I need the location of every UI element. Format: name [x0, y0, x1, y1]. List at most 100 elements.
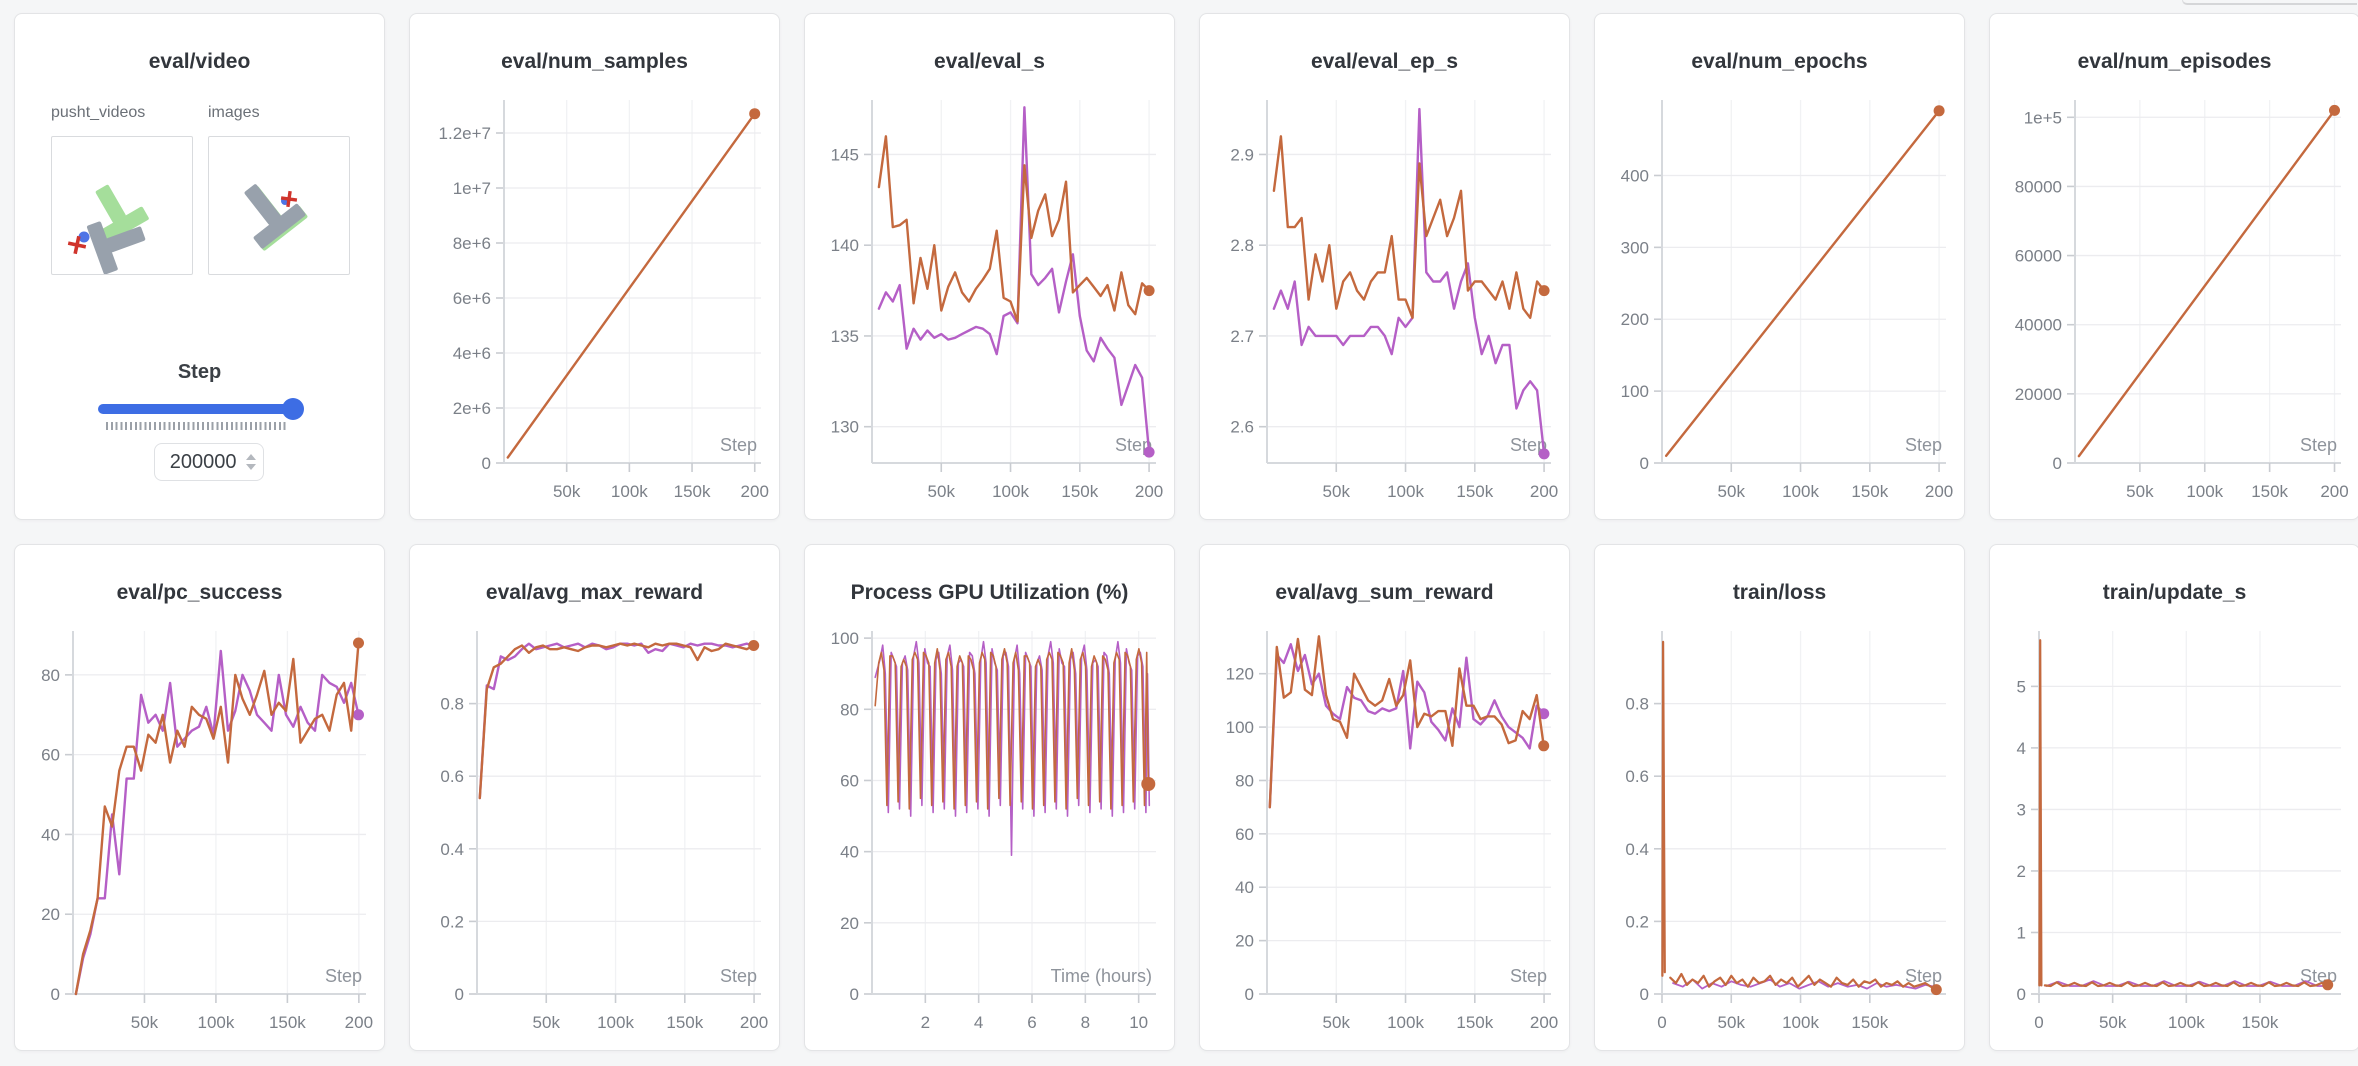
line-chart-eval-avg-sum-reward[interactable]: 0 20 40 60 80 100 120 50k 100k 150k 200 Step	[1200, 615, 1571, 1052]
svg-text:0.4: 0.4	[1625, 840, 1649, 859]
target-cross-icon	[280, 190, 298, 208]
svg-text:100: 100	[1621, 382, 1649, 401]
svg-text:40000: 40000	[2015, 316, 2062, 335]
svg-text:120: 120	[1226, 665, 1254, 684]
svg-text:135: 135	[831, 327, 859, 346]
svg-text:140: 140	[831, 236, 859, 255]
svg-text:Step: Step	[720, 435, 757, 455]
svg-text:4: 4	[974, 1013, 983, 1032]
line-chart-eval-num-episodes[interactable]: 0 20000 40000 60000 80000 1e+5 50k 100k 150k 200 S…	[1990, 84, 2358, 521]
panel-title: eval/eval_ep_s	[1310, 50, 1459, 73]
svg-text:100k: 100k	[611, 482, 648, 501]
panel-eval-eval-s[interactable]: eval/eval_s 130 135 140 145 50k 100k 150k 200 St…	[804, 13, 1175, 520]
svg-text:1.2e+7: 1.2e+7	[439, 124, 491, 143]
panel-eval-avg-max-reward[interactable]: eval/avg_max_reward 0 0.2 0.4 0.6 0.8 50k 100k…	[409, 544, 780, 1051]
target-cross-icon	[67, 235, 87, 255]
svg-text:0.6: 0.6	[440, 767, 464, 786]
svg-text:Time (hours): Time (hours)	[1051, 966, 1152, 986]
svg-text:2: 2	[2017, 862, 2026, 881]
panel-eval-avg-sum-reward[interactable]: eval/avg_sum_reward 0 20 40 60 80 100 120 50k 10…	[1199, 544, 1570, 1051]
panel-train-update-s[interactable]: train/update_s 0 1 2 3 4 5 0 50k 100k 150k Step	[1989, 544, 2358, 1051]
svg-text:150k: 150k	[2242, 1013, 2279, 1032]
svg-text:400: 400	[1621, 166, 1649, 185]
line-chart-eval-avg-max-reward[interactable]: 0 0.2 0.4 0.6 0.8 50k 100k 150k 200 Step	[410, 615, 781, 1052]
panel-eval-num-epochs[interactable]: eval/num_epochs 0 100 200 300 400 50k 100k 150k…	[1594, 13, 1965, 520]
svg-text:50k: 50k	[1323, 482, 1351, 501]
panel-eval-num-samples[interactable]: eval/num_samples 0 2e+6 4e+6 6e+6 8e+6 1e+7 1.…	[409, 13, 780, 520]
svg-text:60: 60	[840, 771, 859, 790]
panel-title: eval/avg_max_reward	[485, 581, 704, 604]
line-chart-eval-pc-success[interactable]: 0 20 40 60 80 50k 100k 150k 200 Step	[15, 615, 386, 1052]
line-chart-gpu-utilization[interactable]: 0 20 40 60 80 100 2 4 6 8 10 Time (hours)	[805, 615, 1176, 1052]
svg-text:1e+5: 1e+5	[2024, 108, 2062, 127]
svg-text:200: 200	[1621, 310, 1649, 329]
line-chart-eval-eval-s[interactable]: 130 135 140 145 50k 100k 150k 200 Step	[805, 84, 1176, 521]
svg-text:Step: Step	[1510, 435, 1547, 455]
panel-title: Process GPU Utilization (%)	[850, 581, 1129, 604]
svg-text:100k: 100k	[197, 1013, 234, 1032]
svg-text:200: 200	[345, 1013, 373, 1032]
agent-dot	[78, 231, 90, 243]
line-chart-train-loss[interactable]: 0 0.2 0.4 0.6 0.8 0 50k 100k 150k Step	[1595, 615, 1966, 1052]
line-chart-eval-num-samples[interactable]: 0 2e+6 4e+6 6e+6 8e+6 1e+7 1.2e+7 50k 100k 150k 20…	[410, 84, 781, 521]
slider-thumb[interactable]	[282, 398, 304, 420]
svg-text:0.2: 0.2	[1625, 912, 1649, 931]
media-key-label: pusht_videos	[51, 104, 146, 121]
image-thumbnail[interactable]	[208, 136, 350, 275]
svg-text:150k: 150k	[1456, 1013, 1493, 1032]
clipped-panel-edge	[2182, 0, 2357, 5]
panel-title: eval/num_samples	[501, 50, 688, 73]
svg-text:0: 0	[482, 454, 491, 473]
svg-text:100k: 100k	[992, 482, 1029, 501]
svg-text:40: 40	[41, 825, 60, 844]
svg-text:50k: 50k	[2099, 1013, 2127, 1032]
svg-text:130: 130	[831, 418, 859, 437]
svg-text:300: 300	[1621, 238, 1649, 257]
svg-text:100k: 100k	[597, 1013, 634, 1032]
panel-eval-num-episodes[interactable]: eval/num_episodes 0 20000 40000 60000 80000 1…	[1989, 13, 2358, 520]
svg-text:Step: Step	[720, 966, 757, 986]
svg-text:100k: 100k	[2186, 482, 2223, 501]
svg-text:Step: Step	[2300, 435, 2337, 455]
line-chart-eval-num-epochs[interactable]: 0 100 200 300 400 50k 100k 150k 200 Step	[1595, 84, 1966, 521]
line-chart-eval-eval-ep-s[interactable]: 2.6 2.7 2.8 2.9 50k 100k 150k 200 Step	[1200, 84, 1571, 521]
panel-title: eval/eval_s	[934, 50, 1045, 73]
panel-train-loss[interactable]: train/loss 0 0.2 0.4 0.6 0.8 0 50k 100k 150k Step	[1594, 544, 1965, 1051]
svg-text:6: 6	[1027, 1013, 1036, 1032]
svg-text:150k: 150k	[1851, 1013, 1888, 1032]
panel-eval-pc-success[interactable]: eval/pc_success 0 20 40 60 80 50k 100k 150k 200 S…	[14, 544, 385, 1051]
svg-text:150k: 150k	[666, 1013, 703, 1032]
svg-text:0: 0	[1640, 985, 1649, 1004]
svg-text:100: 100	[1226, 718, 1254, 737]
svg-text:150k: 150k	[2251, 482, 2288, 501]
panel-title: eval/num_episodes	[2077, 50, 2272, 73]
svg-text:0: 0	[1657, 1013, 1666, 1032]
step-value-box[interactable]	[154, 443, 264, 481]
step-slider[interactable]	[98, 398, 304, 420]
panel-eval-eval-ep-s[interactable]: eval/eval_ep_s 2.6 2.7 2.8 2.9 50k 100k 150k 20…	[1199, 13, 1570, 520]
svg-text:0: 0	[455, 985, 464, 1004]
svg-text:80000: 80000	[2015, 177, 2062, 196]
svg-text:10: 10	[1129, 1013, 1148, 1032]
video-thumbnail-pusht[interactable]	[51, 136, 193, 275]
step-value-input[interactable]	[162, 449, 239, 475]
panel-title: eval/num_epochs	[1691, 50, 1868, 73]
svg-text:0: 0	[1245, 985, 1254, 1004]
svg-text:200: 200	[740, 1013, 768, 1032]
svg-text:200: 200	[1925, 482, 1953, 501]
svg-text:50k: 50k	[1323, 1013, 1351, 1032]
svg-text:50k: 50k	[553, 482, 581, 501]
panel-eval-video[interactable]: eval/video pusht_videos images	[14, 13, 385, 520]
gray-t-shape	[244, 184, 306, 249]
svg-text:145: 145	[831, 145, 859, 164]
svg-text:5: 5	[2017, 677, 2026, 696]
svg-text:40: 40	[840, 843, 859, 862]
stepper-down-icon[interactable]	[245, 464, 256, 470]
svg-text:100: 100	[831, 629, 859, 648]
panel-process-gpu-utilization[interactable]: Process GPU Utilization (%) 0 20 40 60 80 100…	[804, 544, 1175, 1051]
svg-text:50k: 50k	[928, 482, 956, 501]
svg-text:8e+6: 8e+6	[453, 234, 491, 253]
stepper-up-icon[interactable]	[245, 454, 256, 460]
